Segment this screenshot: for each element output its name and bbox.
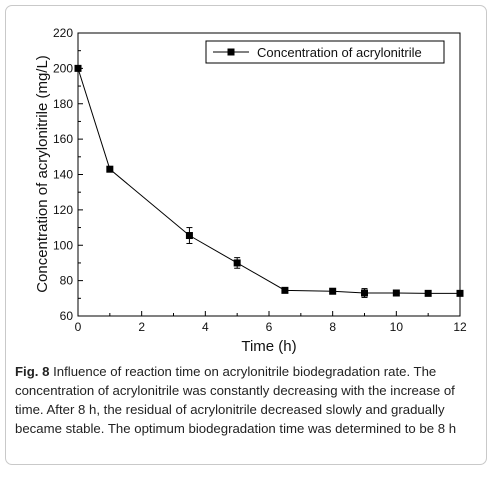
legend-label: Concentration of acrylonitrile — [257, 45, 422, 60]
caption-label: Fig. 8 — [15, 364, 50, 379]
y-axis-title: Concentration of acrylonitrile (mg/L) — [34, 55, 51, 293]
x-tick-label: 4 — [202, 320, 209, 334]
series-line — [77, 68, 460, 294]
x-tick-label: 12 — [453, 320, 467, 334]
y-tick-label: 80 — [60, 274, 74, 288]
y-tick-label: 100 — [53, 238, 73, 252]
data-point — [392, 289, 400, 297]
y-tick-label: 220 — [53, 26, 73, 40]
x-tick-label: 0 — [75, 320, 82, 334]
data-point — [361, 289, 368, 297]
figure-panel — [5, 5, 487, 465]
plot-area-frame — [77, 32, 461, 317]
data-point — [74, 64, 82, 72]
data-point — [456, 289, 464, 297]
legend-marker — [227, 48, 235, 56]
y-tick-label: 60 — [60, 309, 74, 323]
data-point — [185, 232, 193, 240]
y-tick-label: 200 — [53, 61, 73, 75]
y-tick-label: 140 — [53, 168, 73, 182]
data-point — [424, 289, 432, 297]
y-tick-label: 160 — [53, 132, 73, 146]
x-axis-title: Time (h) — [241, 338, 296, 355]
figure-caption: Fig. 8 Influence of reaction time on acr… — [15, 362, 477, 438]
x-tick-label: 10 — [390, 320, 404, 334]
y-tick-label: 120 — [53, 203, 73, 217]
caption-text: Influence of reaction time on acrylonitr… — [15, 364, 457, 436]
legend: Concentration of acrylonitrile — [205, 40, 445, 64]
data-point — [329, 287, 337, 295]
legend-box — [205, 40, 445, 64]
data-point — [233, 259, 241, 267]
data-point — [106, 165, 114, 173]
x-tick-label: 2 — [138, 320, 145, 334]
x-tick-label: 6 — [266, 320, 273, 334]
data-point — [281, 286, 289, 294]
y-tick-label: 180 — [53, 97, 73, 111]
x-tick-label: 8 — [329, 320, 336, 334]
